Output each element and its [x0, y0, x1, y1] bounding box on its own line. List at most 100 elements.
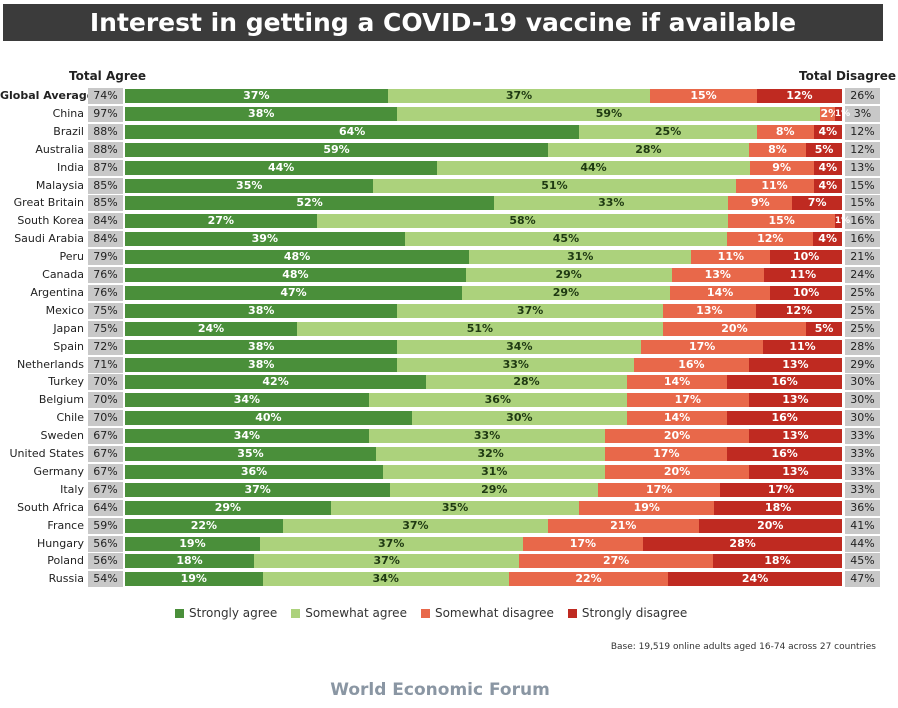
bar-segment-strongly-disagree: 1%: [834, 214, 851, 229]
bar-segment-somewhat-agree: 44%: [437, 160, 750, 175]
legend-label: Strongly disagree: [581, 606, 688, 620]
total-disagree-value: 26%: [845, 88, 880, 104]
bar-segment-somewhat-disagree: 17%: [626, 393, 749, 408]
row-label: Saudi Arabia: [14, 232, 84, 246]
total-disagree-value: 30%: [845, 374, 880, 391]
total-disagree-value: 44%: [845, 535, 880, 552]
row-label: Germany: [33, 464, 84, 478]
total-agree-value: 67%: [88, 446, 123, 462]
bar-segment-strongly-disagree: 4%: [813, 178, 842, 193]
total-agree-value: 70%: [88, 392, 123, 409]
bar-segment-strongly-disagree: 11%: [763, 268, 842, 282]
bar-segment-strongly-agree: 22%: [125, 518, 283, 533]
bar-segment-strongly-disagree: 16%: [727, 447, 842, 461]
bar-segment-somewhat-agree: 29%: [390, 482, 599, 497]
base-note: Base: 19,519 online adults aged 16-74 ac…: [610, 642, 876, 652]
total-disagree-value: 21%: [845, 249, 880, 266]
legend: Strongly agree Somewhat agree Somewhat dis…: [175, 606, 687, 620]
total-agree-value: 84%: [88, 231, 123, 248]
bar-segment-strongly-agree: 52%: [125, 196, 495, 211]
bar-segment-somewhat-disagree: 17%: [605, 447, 728, 461]
row-label: Poland: [47, 554, 84, 568]
total-disagree-header: Total Disagree: [799, 69, 897, 83]
total-disagree-value: 29%: [845, 356, 880, 373]
bar-segment-somewhat-agree: 28%: [548, 142, 749, 157]
bar-segment-strongly-agree: 24%: [125, 321, 298, 336]
bar-segment-somewhat-agree: 45%: [404, 232, 728, 247]
total-agree-value: 74%: [88, 88, 123, 104]
legend-swatch: [175, 608, 184, 618]
bar-segment-somewhat-disagree: 8%: [748, 142, 807, 157]
bar-segment-strongly-disagree: 17%: [720, 482, 842, 497]
row-label: Mexico: [45, 303, 84, 317]
bar-segment-somewhat-disagree: 20%: [605, 429, 749, 444]
bar-segment-somewhat-agree: 29%: [465, 268, 672, 282]
bar-segment-somewhat-disagree: 17%: [522, 536, 644, 551]
row-label: Hungary: [37, 536, 84, 550]
legend-item: Strongly disagree: [567, 606, 688, 620]
legend-swatch: [420, 608, 430, 618]
total-disagree-value: 25%: [845, 302, 880, 319]
bar-segment-somewhat-agree: 58%: [316, 214, 729, 229]
bar-segment-strongly-disagree: 4%: [813, 232, 842, 247]
bar-segment-strongly-agree: 38%: [125, 303, 398, 318]
total-agree-value: 67%: [88, 481, 123, 498]
total-disagree-value: 30%: [845, 410, 880, 427]
bar-segment-strongly-agree: 36%: [125, 464, 384, 479]
bar-segment-somewhat-agree: 34%: [397, 339, 642, 354]
bar-segment-somewhat-disagree: 16%: [634, 357, 749, 372]
bar-segment-somewhat-disagree: 17%: [641, 339, 764, 354]
total-agree-value: 88%: [88, 141, 123, 158]
bar-segment-strongly-disagree: 13%: [748, 464, 842, 479]
bar-segment-strongly-disagree: 7%: [792, 196, 842, 211]
legend-item: Somewhat disagree: [420, 606, 554, 620]
row-label: Italy: [60, 482, 84, 496]
bar-segment-strongly-agree: 44%: [125, 160, 438, 175]
total-disagree-value: 15%: [845, 177, 880, 194]
bar-segment-strongly-agree: 37%: [125, 89, 388, 103]
chart-title: Interest in getting a COVID-19 vaccine i…: [3, 4, 883, 41]
total-disagree-value: 12%: [845, 141, 880, 158]
bar-segment-strongly-disagree: 1%: [834, 106, 851, 121]
bar-segment-somewhat-disagree: 20%: [662, 321, 807, 336]
total-agree-value: 79%: [88, 249, 123, 266]
legend-label: Somewhat agree: [305, 606, 407, 620]
row-label: Spain: [53, 339, 84, 353]
row-label: Belgium: [38, 393, 84, 407]
row-label: Peru: [59, 250, 84, 264]
row-label: Brazil: [53, 124, 84, 138]
total-agree-value: 67%: [88, 428, 123, 445]
total-disagree-value: 33%: [845, 446, 880, 462]
total-agree-header: Total Agree: [69, 69, 147, 83]
row-label: Australia: [35, 142, 84, 156]
bar-segment-somewhat-disagree: 13%: [671, 268, 764, 282]
bar-segment-strongly-disagree: 4%: [813, 124, 842, 139]
total-agree-value: 75%: [88, 302, 123, 319]
bar-segment-strongly-disagree: 28%: [643, 536, 842, 551]
bar-segment-somewhat-agree: 35%: [330, 500, 580, 515]
bar-segment-strongly-disagree: 18%: [712, 554, 842, 569]
bar-segment-strongly-agree: 48%: [125, 250, 470, 265]
bar-segment-strongly-disagree: 10%: [770, 285, 842, 300]
total-disagree-value: 24%: [845, 267, 880, 283]
legend-label: Strongly agree: [189, 606, 278, 620]
bar-segment-strongly-agree: 29%: [125, 500, 331, 515]
footer-source: World Economic Forum: [330, 680, 550, 700]
legend-item: Somewhat agree: [291, 606, 407, 620]
row-label: Argentina: [30, 285, 84, 299]
bar-segment-somewhat-agree: 51%: [373, 178, 736, 193]
bar-segment-strongly-agree: 34%: [125, 393, 369, 408]
bar-segment-somewhat-agree: 33%: [368, 429, 606, 444]
bar-segment-somewhat-disagree: 17%: [598, 482, 721, 497]
row-label: Netherlands: [16, 357, 84, 371]
total-agree-value: 56%: [88, 553, 123, 570]
bar-segment-strongly-agree: 27%: [125, 214, 317, 229]
total-disagree-value: 3%: [845, 105, 880, 122]
bar-segment-somewhat-agree: 37%: [282, 518, 549, 533]
bar-segment-somewhat-agree: 34%: [262, 572, 509, 587]
bar-segment-somewhat-agree: 33%: [397, 357, 635, 372]
bar-segment-strongly-agree: 38%: [125, 339, 398, 354]
total-disagree-value: 25%: [845, 284, 880, 301]
bar-segment-somewhat-disagree: 11%: [735, 178, 814, 193]
bar-segment-strongly-disagree: 13%: [748, 429, 842, 444]
